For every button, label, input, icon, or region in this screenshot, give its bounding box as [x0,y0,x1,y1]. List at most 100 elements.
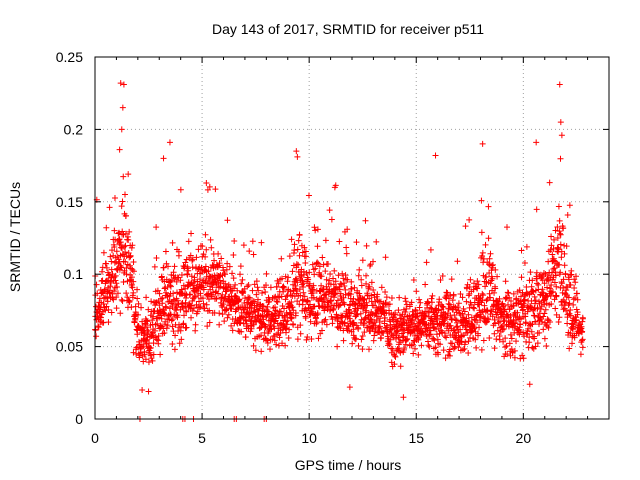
data-point [278,293,285,300]
data-point [548,233,555,240]
data-point [461,308,468,315]
data-point [396,294,403,301]
data-point [120,279,127,286]
data-point [395,345,402,352]
data-point [474,278,481,285]
data-point [128,244,135,251]
data-point [245,296,252,303]
data-point [106,289,113,296]
data-point [299,296,306,303]
data-point [161,311,168,318]
data-point [126,262,133,269]
data-point [547,319,554,326]
data-point [373,310,380,317]
data-point [188,273,195,280]
data-point [474,285,481,292]
data-point [204,323,211,330]
data-point [269,336,276,343]
data-point [424,298,431,305]
data-point [352,300,359,307]
data-point [306,280,313,287]
data-point [312,227,319,234]
data-point [305,276,312,283]
data-point [203,179,210,186]
data-point [286,326,293,333]
data-point [348,285,355,292]
data-point [432,152,439,159]
data-point [486,255,493,262]
data-point [562,270,569,277]
data-point [507,331,514,338]
data-point [258,332,265,339]
data-point [190,305,197,312]
data-point [430,335,437,342]
data-point [487,307,494,314]
data-point [496,295,503,302]
x-tick-label: 20 [516,430,532,446]
data-point [423,259,430,266]
data-point [272,315,279,322]
data-point [259,313,266,320]
data-point [578,337,585,344]
data-point [249,238,256,245]
data-point [234,287,241,294]
data-point [231,238,238,245]
data-point [130,278,137,285]
data-point [526,334,533,341]
data-point [447,322,454,329]
data-point [163,292,170,299]
data-point [117,239,124,246]
data-point [341,319,348,326]
data-point [561,250,568,257]
data-point [259,290,266,297]
data-point [307,318,314,325]
data-point [219,311,226,318]
data-point [171,275,178,282]
data-point [318,282,325,289]
data-point [238,328,245,335]
data-point [363,307,370,314]
data-point [521,260,528,267]
data-point [533,206,540,213]
data-point [522,319,529,326]
data-point [161,330,168,337]
data-point [168,317,175,324]
data-point [118,126,125,133]
data-point [403,305,410,312]
data-point [177,277,184,284]
data-point [196,304,203,311]
data-point [411,345,418,352]
data-point [385,340,392,347]
data-point [118,203,125,210]
data-point [566,300,573,307]
data-point [410,350,417,357]
data-point [489,275,496,282]
data-point [305,192,312,199]
data-point [368,279,375,286]
data-point [529,344,536,351]
data-point [505,290,512,297]
data-point [205,268,212,275]
data-point [343,244,350,251]
data-point [383,294,390,301]
data-point [192,327,199,334]
data-point [504,351,511,358]
data-point [258,239,265,246]
data-point [252,347,259,354]
data-point [465,311,472,318]
data-point [139,387,146,394]
data-point [422,281,429,288]
data-point [331,267,338,274]
data-point [412,307,419,314]
data-point [302,253,309,260]
data-point [517,321,524,328]
data-point [215,290,222,297]
data-point [544,272,551,279]
data-point [215,250,222,257]
data-point [316,269,323,276]
plot-frame [94,56,610,420]
data-point [135,300,142,307]
data-point [370,258,377,265]
data-point [573,306,580,313]
data-point [317,330,324,337]
